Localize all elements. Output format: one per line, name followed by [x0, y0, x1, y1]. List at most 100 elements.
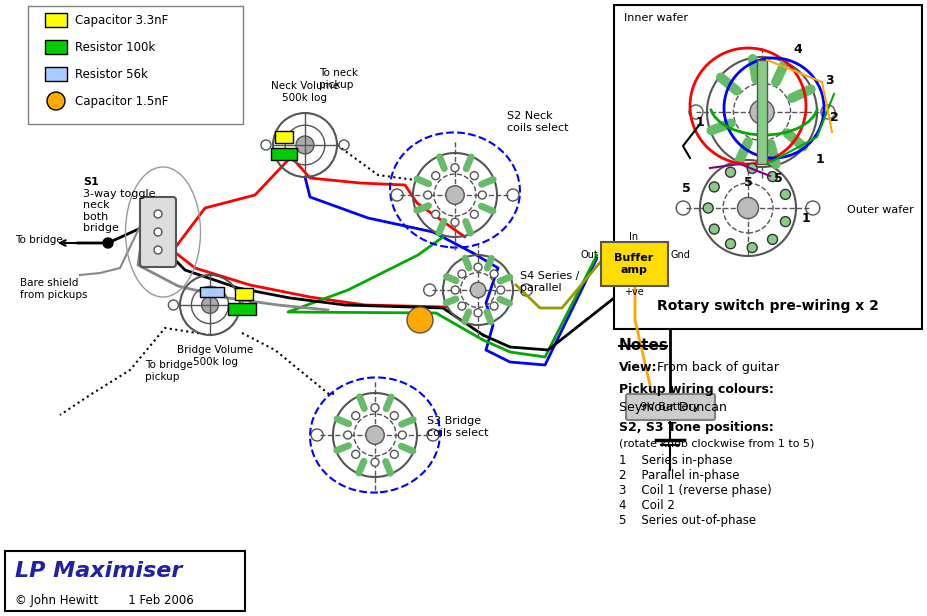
Text: Resistor 100k: Resistor 100k	[75, 41, 155, 54]
Bar	[235, 288, 253, 300]
Circle shape	[781, 189, 791, 200]
Text: To bridge
pickup: To bridge pickup	[145, 360, 193, 381]
Circle shape	[747, 243, 757, 253]
Circle shape	[490, 302, 498, 310]
Text: Seymour Duncan: Seymour Duncan	[619, 401, 727, 414]
Bar	[200, 287, 224, 297]
Text: Pickup wiring colours:: Pickup wiring colours:	[619, 383, 774, 396]
Circle shape	[474, 263, 482, 271]
Circle shape	[47, 92, 65, 110]
Text: Inner wafer: Inner wafer	[624, 13, 688, 23]
Text: S2, S3 Tone positions:: S2, S3 Tone positions:	[619, 421, 774, 434]
Bar	[45, 67, 67, 81]
Text: S1: S1	[83, 177, 99, 187]
Circle shape	[781, 217, 791, 227]
Circle shape	[474, 309, 482, 317]
Circle shape	[470, 282, 486, 298]
Text: View:: View:	[619, 361, 657, 374]
Text: S3 Bridge
coils select: S3 Bridge coils select	[427, 416, 489, 438]
Circle shape	[432, 172, 439, 180]
Text: 4: 4	[794, 43, 803, 55]
Circle shape	[451, 218, 459, 226]
Text: S2 Neck
coils select: S2 Neck coils select	[507, 111, 568, 133]
Circle shape	[103, 238, 113, 248]
Text: 5: 5	[743, 176, 753, 188]
Circle shape	[726, 167, 735, 177]
Circle shape	[371, 403, 379, 411]
Circle shape	[296, 136, 314, 154]
Circle shape	[424, 191, 432, 199]
Bar	[45, 13, 67, 27]
Circle shape	[390, 450, 399, 458]
Circle shape	[154, 228, 162, 236]
Text: Capacitor 3.3nF: Capacitor 3.3nF	[75, 14, 168, 26]
Circle shape	[451, 286, 459, 294]
Circle shape	[458, 270, 466, 278]
Text: 2: 2	[830, 110, 838, 123]
Circle shape	[768, 235, 778, 245]
Bar	[757, 60, 767, 164]
Text: Resistor 56k: Resistor 56k	[75, 68, 148, 81]
Circle shape	[201, 296, 219, 314]
Text: Out: Out	[580, 250, 598, 260]
FancyBboxPatch shape	[626, 394, 715, 420]
FancyBboxPatch shape	[140, 197, 176, 267]
Circle shape	[750, 100, 774, 124]
Circle shape	[470, 172, 478, 180]
Text: 1    Series in-phase: 1 Series in-phase	[619, 454, 732, 467]
Bar	[228, 303, 256, 315]
Circle shape	[470, 210, 478, 218]
Circle shape	[371, 458, 379, 466]
Text: Notes: Notes	[619, 338, 669, 353]
Text: 1: 1	[695, 116, 705, 129]
Circle shape	[738, 198, 758, 219]
Bar	[614, 5, 922, 329]
Text: Bridge Volume
500k log: Bridge Volume 500k log	[177, 345, 253, 367]
Text: 4    Coil 2: 4 Coil 2	[619, 499, 675, 512]
Text: Buffer
amp: Buffer amp	[615, 253, 654, 275]
Circle shape	[399, 431, 406, 439]
FancyBboxPatch shape	[601, 242, 668, 286]
Text: +ve: +ve	[624, 287, 644, 297]
Text: 5    Series out-of-phase: 5 Series out-of-phase	[619, 514, 756, 527]
Text: 9V Battery: 9V Battery	[641, 402, 700, 412]
Text: 3    Coil 1 (reverse phase): 3 Coil 1 (reverse phase)	[619, 484, 772, 497]
Circle shape	[458, 302, 466, 310]
Text: S4 Series /
parallel: S4 Series / parallel	[520, 271, 579, 293]
Text: 5: 5	[681, 182, 691, 195]
Text: From back of guitar: From back of guitar	[649, 361, 779, 374]
Circle shape	[432, 210, 439, 218]
Bar	[271, 148, 297, 160]
Circle shape	[451, 164, 459, 172]
Text: Outer wafer: Outer wafer	[847, 205, 914, 215]
Circle shape	[407, 307, 433, 333]
Text: Rotary switch pre-wiring x 2: Rotary switch pre-wiring x 2	[657, 299, 879, 313]
Circle shape	[704, 203, 713, 213]
Circle shape	[366, 426, 384, 444]
Text: In: In	[629, 232, 639, 242]
Text: © John Hewitt        1 Feb 2006: © John Hewitt 1 Feb 2006	[15, 594, 194, 607]
Text: 5: 5	[774, 171, 782, 185]
Circle shape	[154, 210, 162, 218]
Circle shape	[446, 186, 464, 205]
Circle shape	[154, 246, 162, 254]
Circle shape	[478, 191, 487, 199]
Circle shape	[490, 270, 498, 278]
Text: To bridge: To bridge	[15, 235, 63, 245]
Circle shape	[351, 411, 360, 419]
Circle shape	[726, 239, 735, 249]
Circle shape	[390, 411, 399, 419]
Bar	[275, 131, 293, 143]
Text: LP Maximiser: LP Maximiser	[15, 561, 183, 581]
Text: Bare shield
from pickups: Bare shield from pickups	[20, 278, 87, 299]
Circle shape	[768, 172, 778, 182]
Text: 1: 1	[816, 153, 824, 166]
Bar	[5, 551, 245, 611]
Circle shape	[497, 286, 504, 294]
Circle shape	[351, 450, 360, 458]
Text: Gnd: Gnd	[671, 250, 691, 260]
Circle shape	[344, 431, 351, 439]
Bar	[45, 40, 67, 54]
Text: 3: 3	[826, 73, 834, 86]
Text: 3-way toggle
neck
both
bridge: 3-way toggle neck both bridge	[83, 177, 156, 233]
